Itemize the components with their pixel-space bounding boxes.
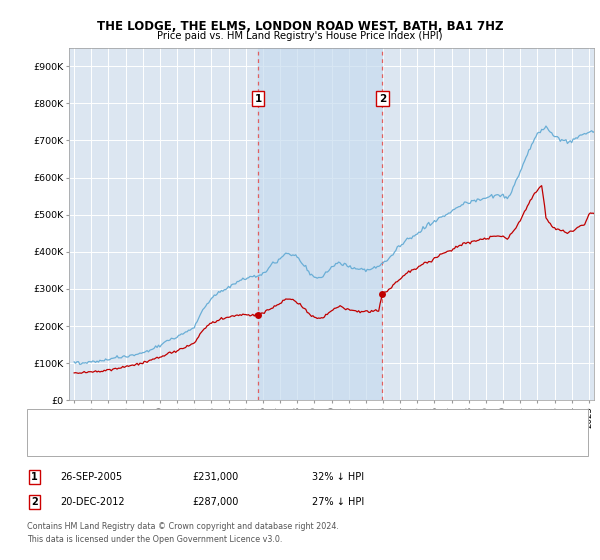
Text: 1: 1 bbox=[254, 94, 262, 104]
Text: £231,000: £231,000 bbox=[192, 472, 238, 482]
Text: Contains HM Land Registry data © Crown copyright and database right 2024.
This d: Contains HM Land Registry data © Crown c… bbox=[27, 522, 339, 544]
Text: 2: 2 bbox=[31, 497, 38, 507]
Text: 32% ↓ HPI: 32% ↓ HPI bbox=[312, 472, 364, 482]
Text: THE LODGE, THE ELMS, LONDON ROAD WEST, BATH, BA1 7HZ: THE LODGE, THE ELMS, LONDON ROAD WEST, B… bbox=[97, 20, 503, 32]
Text: 27% ↓ HPI: 27% ↓ HPI bbox=[312, 497, 364, 507]
Text: 2: 2 bbox=[379, 94, 386, 104]
Text: 20-DEC-2012: 20-DEC-2012 bbox=[60, 497, 125, 507]
Text: THE LODGE, THE ELMS, LONDON ROAD WEST, BATH, BA1 7HZ (detached house): THE LODGE, THE ELMS, LONDON ROAD WEST, B… bbox=[60, 418, 408, 427]
Text: Price paid vs. HM Land Registry's House Price Index (HPI): Price paid vs. HM Land Registry's House … bbox=[157, 31, 443, 41]
Text: £287,000: £287,000 bbox=[192, 497, 238, 507]
Text: 1: 1 bbox=[31, 472, 38, 482]
Text: 26-SEP-2005: 26-SEP-2005 bbox=[60, 472, 122, 482]
Text: HPI: Average price, detached house, Bath and North East Somerset: HPI: Average price, detached house, Bath… bbox=[60, 438, 351, 447]
Bar bbox=[258, 48, 382, 400]
